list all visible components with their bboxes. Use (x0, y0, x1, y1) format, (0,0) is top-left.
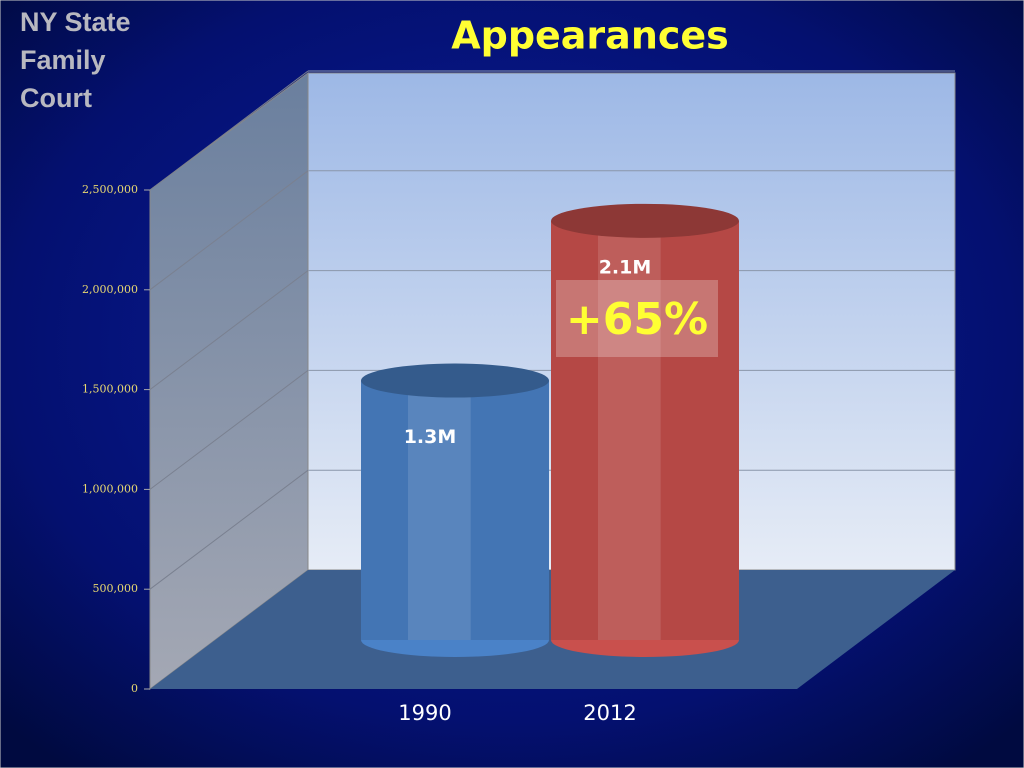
grid-line (149, 469, 309, 590)
bar-top (551, 203, 739, 238)
bar (551, 220, 739, 640)
grid-line (149, 270, 309, 390)
y-tick-label: 2,000,000 (82, 283, 138, 296)
y-tick-label: 500,000 (93, 582, 139, 595)
grid-line (149, 370, 309, 490)
value-label: 2.1M (599, 256, 652, 278)
y-tick-label: 0 (131, 682, 138, 695)
bar-shine (408, 380, 471, 640)
y-tick-label: 1,500,000 (82, 383, 138, 396)
chart-title: Appearances (451, 14, 729, 58)
bar-top (361, 363, 549, 398)
value-label: 1.3M (404, 426, 457, 448)
side-title-line: NY State (20, 7, 131, 37)
grid-line (149, 170, 309, 291)
side-title-line: Family (20, 45, 106, 75)
side-title-line: Court (20, 83, 92, 113)
bar-shine (598, 220, 661, 640)
x-tick-label: 1990 (398, 701, 451, 725)
annotation: +65% (566, 294, 708, 345)
annotation-box (556, 280, 718, 357)
bar (361, 380, 549, 640)
grid-line (149, 70, 309, 191)
y-tick-label: 1,000,000 (82, 482, 138, 495)
x-tick-label: 2012 (583, 701, 636, 725)
y-tick-label: 2,500,000 (82, 183, 138, 196)
